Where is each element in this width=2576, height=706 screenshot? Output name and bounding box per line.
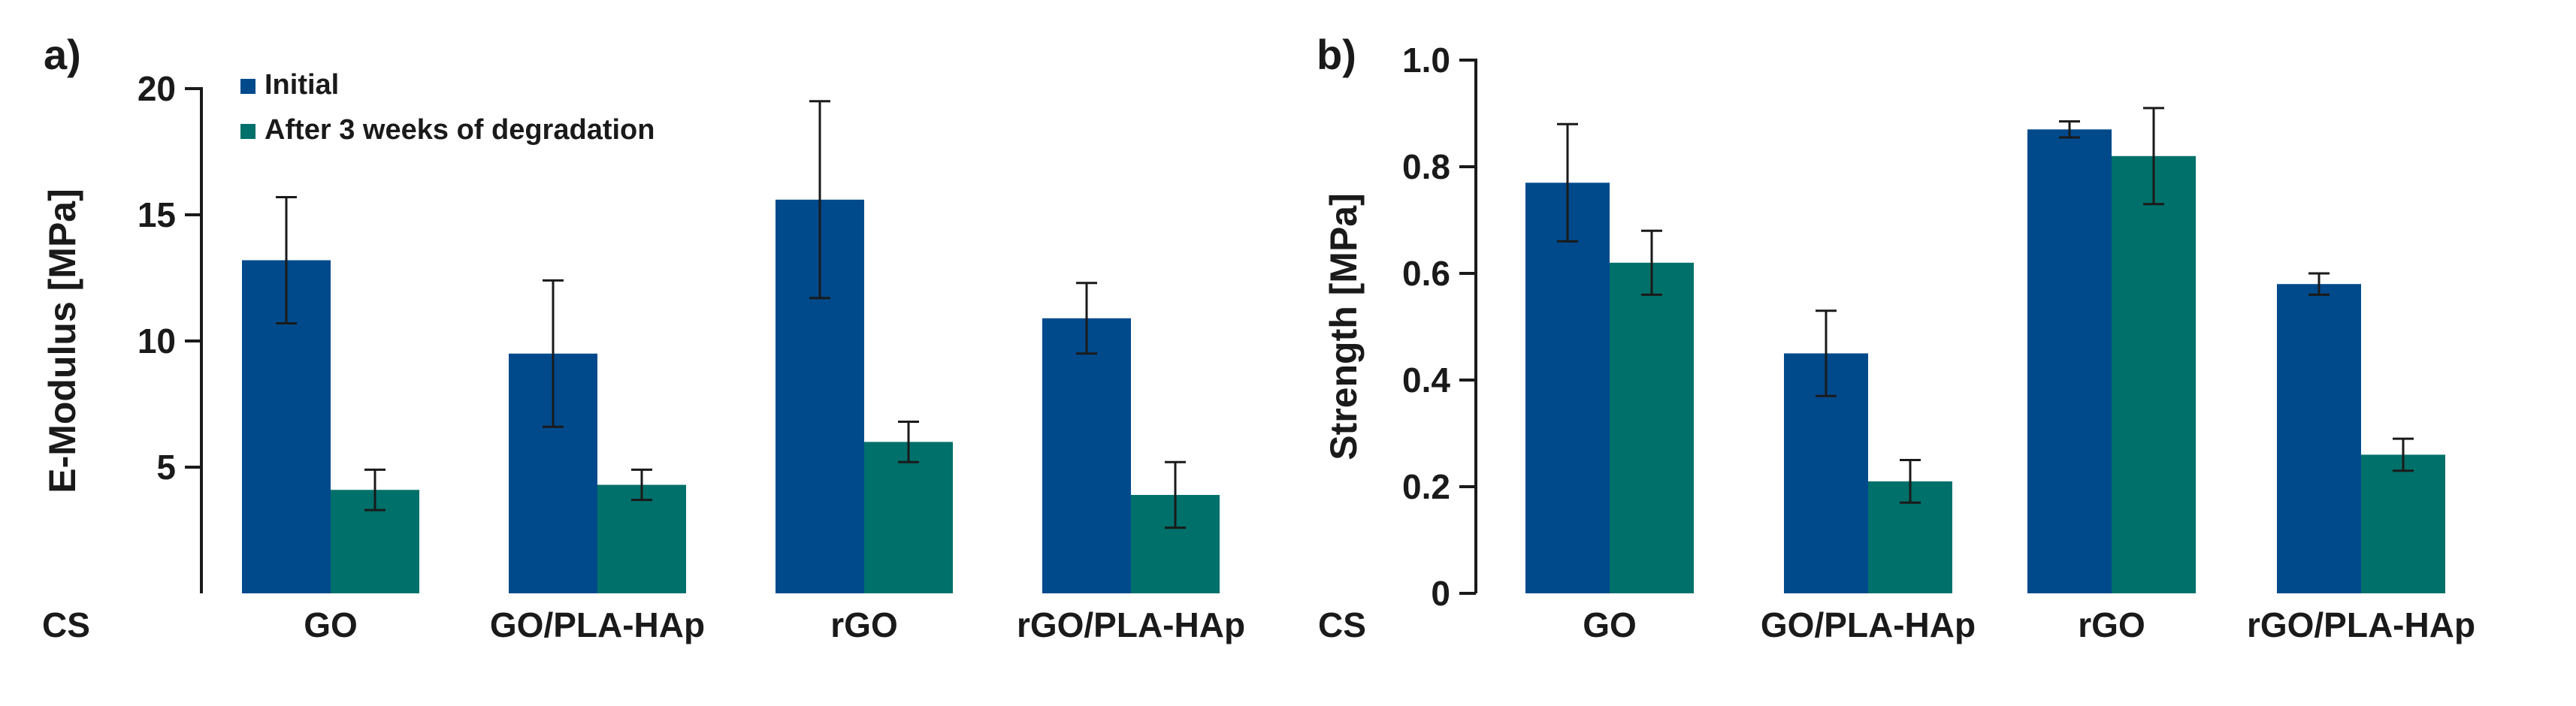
legend-entry: After 3 weeks of degradation — [265, 114, 655, 146]
control-label: CS — [1318, 605, 1366, 644]
legend-entry: Initial — [265, 69, 339, 101]
y-tick-label: 5 — [156, 448, 176, 487]
y-tick-label: 0.6 — [1402, 254, 1450, 293]
y-tick-label: 20 — [138, 69, 176, 108]
chart-panel-b: b) Strength [MPa] 0 0.2 0.4 0.6 0.8 1.0 CS GO GO/P… — [1317, 31, 2475, 644]
y-tick-label: 15 — [138, 195, 176, 234]
bar-initial — [2027, 129, 2112, 594]
bar-initial — [1042, 318, 1131, 593]
bar-degraded — [864, 442, 953, 593]
y-axis-title: E-Modulus [MPa] — [41, 189, 83, 493]
y-axis-title: Strength [MPa] — [1323, 193, 1365, 460]
bar-degraded — [1610, 262, 1694, 593]
x-category-label: rGO/PLA-HAp — [2247, 605, 2475, 644]
y-tick-label: 0.4 — [1402, 361, 1450, 400]
legend-swatch — [240, 79, 255, 94]
chart-panel-a: a) E-Modulus [MPa] 5 10 15 20 CS GO GO/PLA-HAp rG… — [41, 31, 1245, 644]
bar-degraded — [2361, 454, 2445, 593]
control-label: CS — [42, 605, 90, 644]
legend-swatch — [240, 124, 255, 139]
y-tick-label: 0.8 — [1402, 147, 1450, 186]
x-category-label: rGO/PLA-HAp — [1017, 605, 1245, 644]
y-tick-label: 0.2 — [1402, 467, 1450, 506]
x-category-label: rGO — [2078, 605, 2145, 644]
bar-degraded — [2112, 155, 2196, 594]
x-category-label: GO — [1583, 605, 1637, 644]
panel-label: a) — [44, 31, 81, 78]
panel-label: b) — [1317, 31, 1356, 78]
x-category-label: GO — [304, 605, 358, 644]
x-category-label: GO/PLA-HAp — [1761, 605, 1976, 644]
bar-degraded — [597, 484, 686, 593]
y-tick-label: 1.0 — [1402, 41, 1450, 80]
x-category-label: rGO — [830, 605, 897, 644]
x-category-label: GO/PLA-HAp — [490, 605, 705, 644]
bar-initial — [2277, 284, 2361, 593]
bar-initial — [1525, 183, 1610, 594]
y-tick-label: 10 — [138, 321, 176, 361]
y-tick-label: 0 — [1431, 574, 1450, 613]
